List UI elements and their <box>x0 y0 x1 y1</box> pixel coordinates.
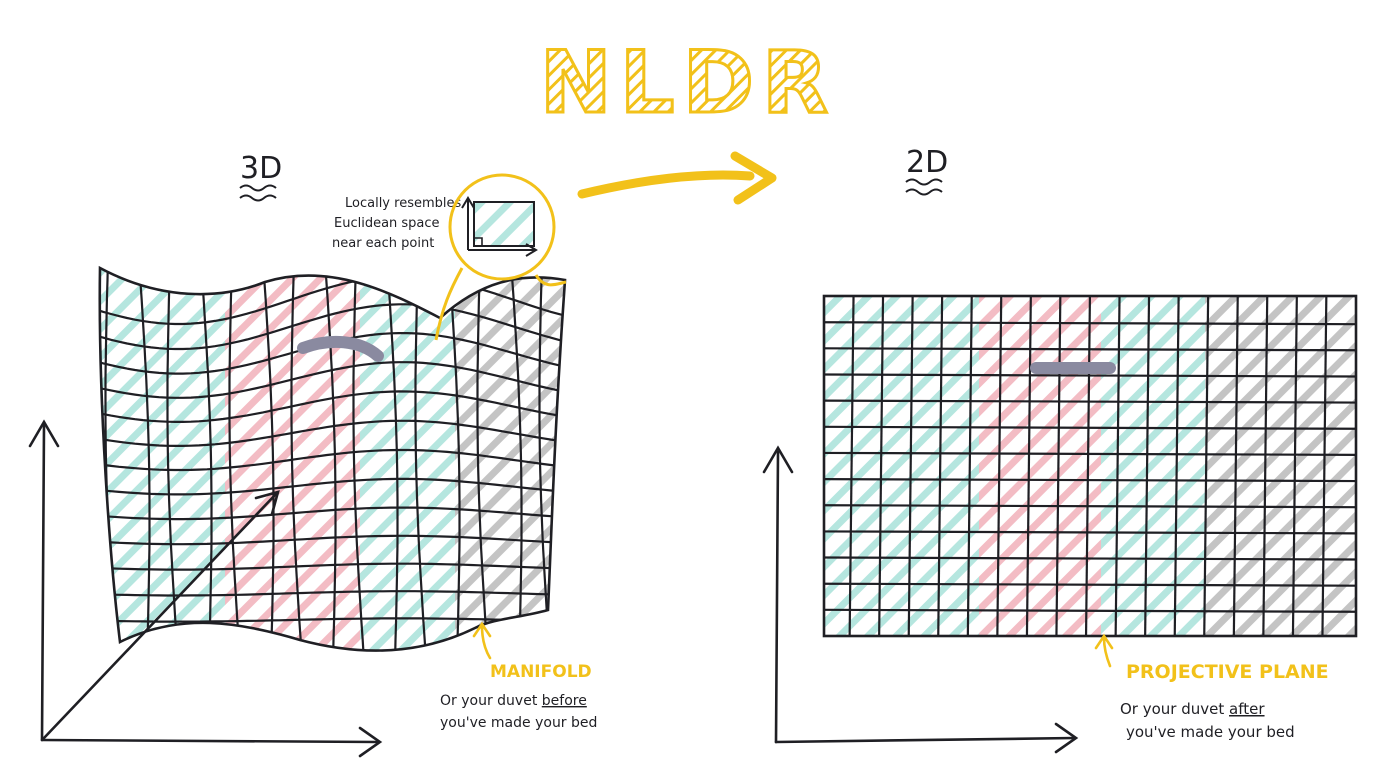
plane-grid-row <box>824 399 1356 404</box>
manifold-grid-row <box>99 274 566 326</box>
plane-grid-column <box>937 296 944 636</box>
plane-grid <box>824 296 1356 636</box>
left-note-line-1: Or your duvet before <box>440 693 587 709</box>
label-2d-squiggle <box>905 178 943 196</box>
plane-grid-column <box>1055 296 1062 636</box>
right-note-line-1: Or your duvet after <box>1120 700 1265 718</box>
manifold-grid-row <box>99 617 566 623</box>
plane-grid-column <box>1262 296 1269 636</box>
manifold-grid-row <box>99 562 566 571</box>
manifold-grid-row <box>99 303 566 351</box>
axes-3d <box>28 419 383 758</box>
manifold-grid-row <box>99 506 566 521</box>
transform-arrow <box>577 151 777 205</box>
plane-pointer-arrow <box>1094 633 1114 668</box>
plane-grid-column <box>907 296 914 636</box>
axes-2d <box>762 445 1079 754</box>
manifold-grid-column <box>166 268 180 651</box>
plane-grid-column <box>1114 296 1121 636</box>
right-note-prefix: Or your duvet <box>1120 700 1229 718</box>
callout-line-1: Locally resembles <box>345 196 461 211</box>
plane-outline <box>822 294 1358 638</box>
plane-grid-column <box>1173 296 1180 636</box>
manifold-grid-row <box>99 419 566 447</box>
manifold-grid-column <box>538 268 552 651</box>
right-note-line-2: you've made your bed <box>1126 723 1295 741</box>
plane-grid-column <box>1232 296 1239 636</box>
manifold-group <box>98 265 567 652</box>
callout-line-2: Euclidean space <box>334 216 440 231</box>
plane-group <box>822 294 1358 638</box>
manifold-segment <box>297 335 384 362</box>
plane-grid-column <box>1144 296 1151 636</box>
plane-grid-column <box>1203 296 1210 636</box>
manifold-label: MANIFOLD <box>490 662 592 682</box>
manifold-grid-column <box>447 268 461 651</box>
manifold-grid-row <box>99 477 566 496</box>
magnifier-callout <box>434 173 567 341</box>
plane-grid-column <box>966 296 973 636</box>
manifold-grid-column <box>290 268 304 651</box>
manifold-grid-column <box>385 268 399 651</box>
manifold-grid-column <box>509 268 523 651</box>
callout-line-3: near each point <box>332 236 434 251</box>
plane-label: PROJECTIVE PLANE <box>1126 661 1329 683</box>
manifold-grid-row <box>99 390 566 423</box>
manifold-grid-column <box>476 268 490 651</box>
manifold-grid-column <box>414 268 428 651</box>
plane-grid-column <box>1084 296 1092 636</box>
right-note-emphasis: after <box>1229 700 1265 718</box>
manifold-outline <box>98 265 567 652</box>
manifold-hatching <box>99 268 566 651</box>
label-2d: 2D <box>906 145 948 180</box>
plane-grid-row <box>824 425 1356 430</box>
manifold-grid-column <box>199 268 213 651</box>
plane-grid-column <box>1025 296 1032 636</box>
diagram-title: NLDR <box>540 33 836 133</box>
manifold-grid-row <box>99 448 566 472</box>
manifold-grid-column <box>323 268 337 651</box>
plane-grid-column <box>996 296 1003 636</box>
manifold-grid-row <box>99 534 566 546</box>
manifold-pointer-arrow <box>472 621 492 660</box>
plane-grid-column <box>1321 296 1328 636</box>
manifold-grid-column <box>261 268 275 651</box>
left-note-prefix: Or your duvet <box>440 693 542 709</box>
plane-grid-column <box>878 296 885 636</box>
manifold-grid-column <box>352 268 366 651</box>
manifold-grid-column <box>228 268 242 651</box>
left-note-line-2: you've made your bed <box>440 715 597 731</box>
left-note-emphasis: before <box>542 693 587 709</box>
label-3d: 3D <box>240 151 282 186</box>
label-3d-squiggle <box>239 184 277 202</box>
plane-grid-column <box>848 296 855 636</box>
plane-grid-column <box>1291 296 1298 636</box>
manifold-grid-column <box>137 268 151 651</box>
